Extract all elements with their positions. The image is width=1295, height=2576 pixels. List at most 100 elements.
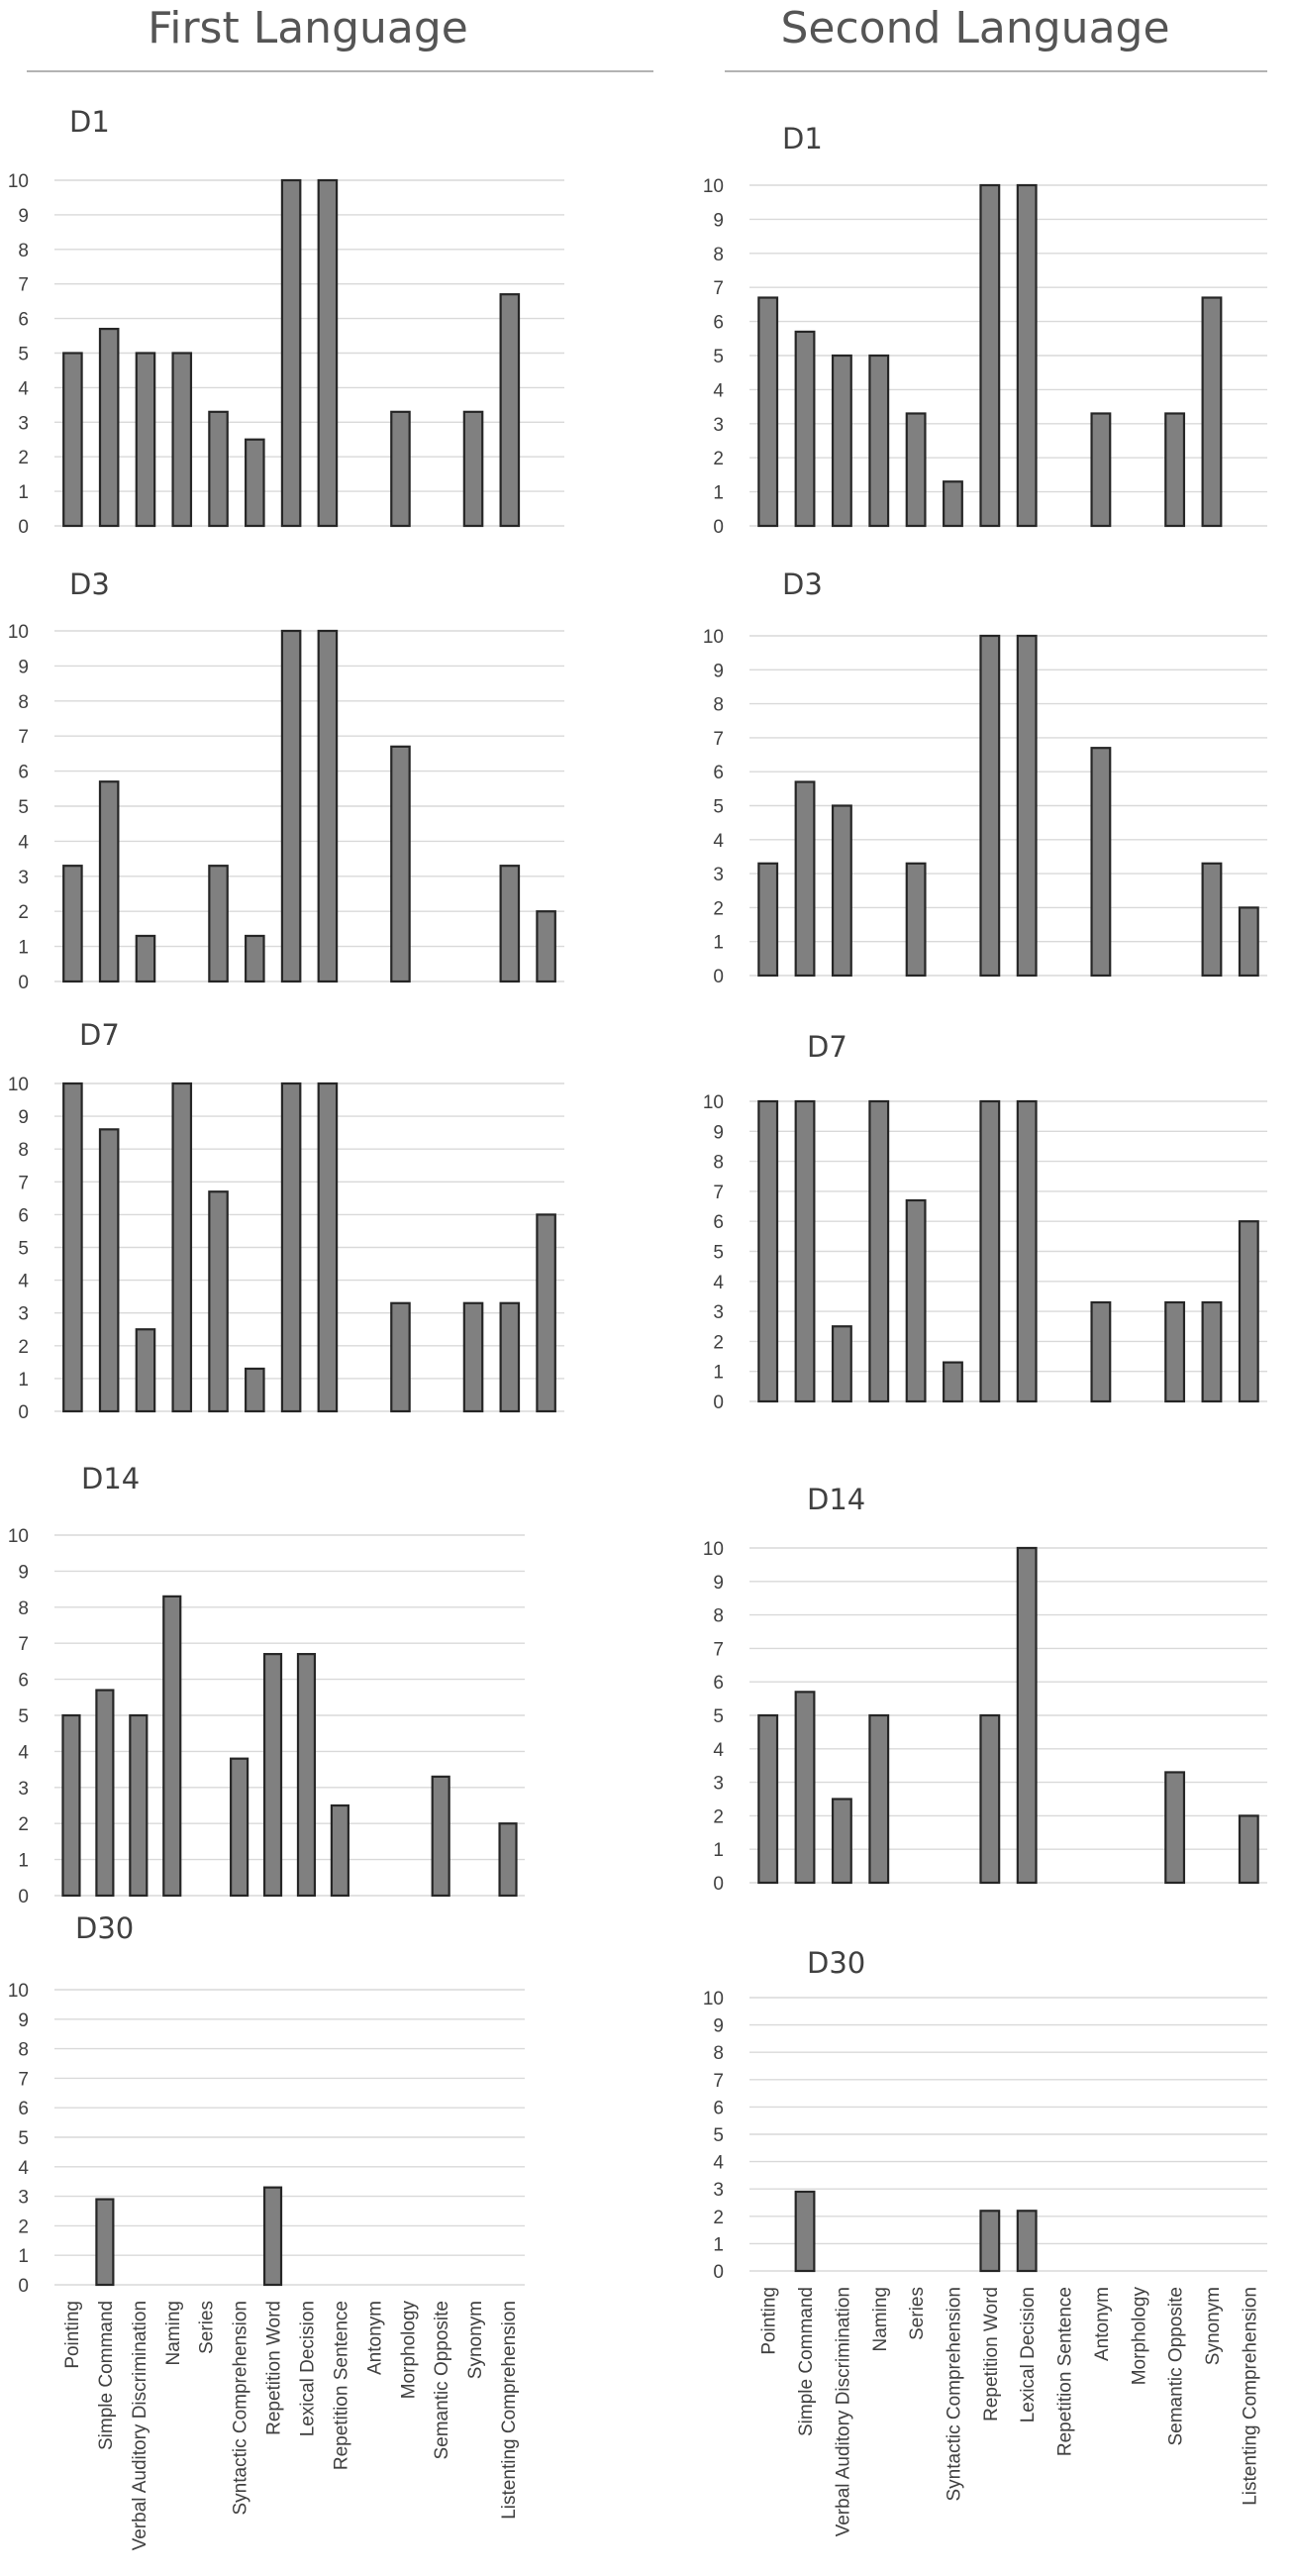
y-tick-label: 7 (18, 727, 29, 748)
y-tick-label: 4 (713, 1273, 724, 1293)
x-category-label: Simple Command (96, 2301, 117, 2450)
y-tick-label: 8 (18, 1140, 29, 1161)
y-tick-label: 0 (18, 1887, 29, 1907)
bar-simple-command (95, 2198, 115, 2287)
x-category-label: Listenting Comprehension (499, 2301, 520, 2520)
bar-pointing (62, 1082, 83, 1413)
bar-verbal-auditory-discrimination (831, 804, 852, 978)
bar-series (208, 1190, 229, 1413)
y-tick-label: 4 (18, 832, 29, 853)
y-tick-label: 9 (18, 1107, 29, 1128)
y-tick-label: 5 (713, 2125, 724, 2146)
y-tick-label: 5 (18, 1239, 29, 1260)
y-tick-label: 0 (18, 2276, 29, 2297)
bar-syntactic-comprehension (245, 1367, 265, 1413)
x-category-label: Syntactic Comprehension (231, 2301, 251, 2516)
y-tick-label: 0 (18, 1402, 29, 1423)
y-tick-label: 4 (18, 2158, 29, 2179)
bar-semantic-opposite (431, 1775, 450, 1898)
bar-pointing (757, 1713, 779, 1885)
x-category-label: Lexical Decision (297, 2301, 318, 2436)
bar-antonym (390, 1301, 411, 1413)
bar-pointing (757, 862, 779, 978)
y-tick-label: 4 (713, 1740, 724, 1761)
bar-naming (868, 354, 890, 528)
y-tick-label: 7 (18, 1173, 29, 1193)
chart-d14-first-language: D14 0 1 2 3 4 5 6 7 8 9 10 (8, 1462, 525, 1907)
y-tick-label: 10 (703, 627, 724, 648)
y-tick-label: 7 (713, 1639, 724, 1660)
y-tick-label: 1 (18, 2246, 29, 2267)
bar-antonym (390, 410, 411, 528)
y-tick-label: 5 (713, 1243, 724, 1264)
y-tick-label: 3 (713, 1302, 724, 1323)
x-category-label: Repetition Sentence (1055, 2287, 1076, 2456)
y-tick-label: 3 (18, 1779, 29, 1800)
chart-d1-first-language: D1 0 1 2 3 4 5 6 7 8 9 10 (8, 105, 564, 538)
y-tick-label: 7 (713, 278, 724, 299)
y-tick-label: 10 (8, 622, 29, 643)
bar-synonym (499, 865, 521, 983)
chart-d1-second-language: D1 0 1 2 3 4 5 6 7 8 9 10 (703, 122, 1267, 538)
bar-repetition-word (280, 178, 302, 528)
y-tick-label: 9 (713, 210, 724, 231)
bar-lexical-decision (1016, 183, 1038, 528)
bar-naming (868, 1099, 890, 1403)
bar-pointing (757, 1099, 779, 1403)
chart-title: D30 (807, 1946, 865, 1980)
y-tick-label: 4 (18, 1272, 29, 1292)
bar-repetition-word (979, 1713, 1001, 1885)
y-tick-label: 8 (713, 1153, 724, 1174)
y-tick-label: 6 (18, 310, 29, 331)
x-category-label: Morphology (1129, 2287, 1149, 2386)
bar-series (905, 412, 927, 528)
chart-d7-first-language: D7 0 1 2 3 4 5 6 7 8 9 10 (8, 1018, 564, 1423)
chart-d3-second-language: D3 0 1 2 3 4 5 6 7 8 9 10 (703, 567, 1267, 987)
y-tick-label: 3 (713, 415, 724, 436)
x-category-label: Series (907, 2287, 928, 2340)
y-tick-label: 1 (18, 1851, 29, 1872)
y-tick-label: 1 (713, 483, 724, 504)
bar-repetition-word (262, 1653, 283, 1898)
bar-antonym (1090, 412, 1112, 528)
y-tick-label: 6 (713, 2098, 724, 2118)
x-category-label: Synonym (465, 2301, 486, 2379)
y-tick-label: 8 (18, 241, 29, 261)
y-tick-label: 5 (18, 1706, 29, 1727)
x-category-label: Antonym (364, 2301, 385, 2375)
x-category-label: Pointing (62, 2301, 83, 2369)
chart-title: D1 (782, 122, 823, 155)
y-tick-label: 4 (18, 1742, 29, 1763)
bar-verbal-auditory-discrimination (129, 1713, 149, 1898)
y-tick-label: 10 (8, 171, 29, 192)
bar-repetition-word (979, 2210, 1001, 2273)
y-tick-label: 2 (713, 2208, 724, 2228)
x-category-label: Repetition Word (981, 2287, 1002, 2421)
x-category-label: Series (197, 2301, 218, 2354)
bar-series (905, 862, 927, 978)
bar-semantic-opposite (1164, 1771, 1186, 1885)
bar-listenting-comprehension (536, 910, 556, 983)
x-category-label: Semantic Opposite (432, 2301, 452, 2460)
x-category-label: Verbal Auditory Discrimination (833, 2287, 853, 2536)
bar-simple-command (794, 2190, 816, 2273)
bar-naming (162, 1595, 182, 1898)
y-tick-label: 9 (18, 1562, 29, 1583)
bar-syntactic-comprehension (943, 480, 963, 528)
x-category-label: Synonym (1203, 2287, 1224, 2365)
y-tick-label: 4 (713, 831, 724, 852)
y-tick-label: 0 (713, 967, 724, 987)
y-tick-label: 7 (713, 1183, 724, 1203)
y-tick-label: 2 (713, 1332, 724, 1353)
x-category-label: Naming (163, 2301, 184, 2365)
bar-verbal-auditory-discrimination (831, 354, 852, 528)
chart-title: D14 (807, 1483, 865, 1516)
bar-simple-command (794, 1099, 816, 1403)
bar-lexical-decision (1016, 634, 1038, 978)
bar-synonym (1201, 1300, 1223, 1403)
y-tick-label: 2 (18, 902, 29, 923)
y-tick-label: 3 (18, 1304, 29, 1325)
bar-lexical-decision (296, 1653, 317, 1898)
bar-simple-command (794, 1691, 816, 1885)
bar-pointing (62, 352, 83, 528)
